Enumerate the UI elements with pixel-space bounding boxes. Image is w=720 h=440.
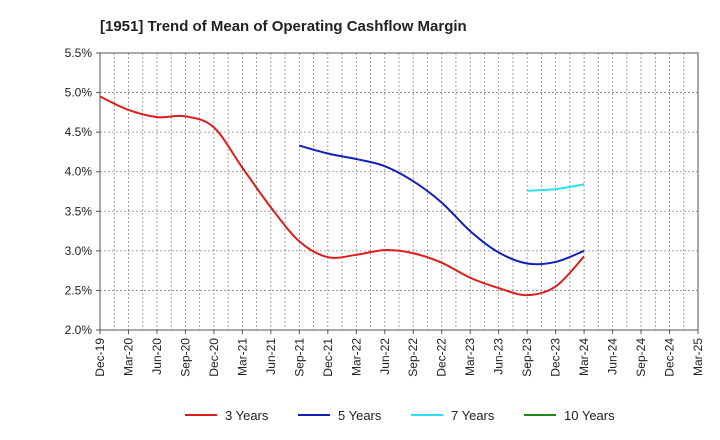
y-tick-label: 4.5% [65,125,93,139]
x-tick-label: Mar-23 [463,338,477,376]
x-tick-label: Dec-20 [207,338,221,377]
y-tick-label: 3.5% [65,204,93,218]
x-tick-label: Jun-20 [150,338,164,375]
series-line-5-years [299,144,585,266]
x-tick-label: Jun-24 [606,338,620,375]
x-tick-label: Sep-23 [520,338,534,377]
x-tick-label: Sep-24 [634,338,648,377]
y-tick-label: 5.0% [65,86,93,100]
legend-label-10-years: 10 Years [564,408,615,423]
x-tick-label: Sep-22 [406,338,420,377]
y-tick-label: 2.0% [65,323,93,337]
x-tick-label: Dec-19 [93,338,107,377]
series-line-7-years [527,183,585,192]
x-tick-label: Dec-24 [663,338,677,377]
x-tick-label: Mar-25 [691,338,705,376]
legend-label-5-years: 5 Years [338,408,382,423]
y-tick-label: 4.0% [65,165,93,179]
plot-area-frame [99,52,699,331]
x-tick-label: Dec-23 [549,338,563,377]
legend-label-7-years: 7 Years [451,408,495,423]
x-tick-label: Mar-20 [121,338,135,376]
y-tick-label: 2.5% [65,283,93,297]
x-tick-label: Jun-23 [492,338,506,375]
y-tick-label: 3.0% [65,244,93,258]
series-layer [99,95,585,297]
x-tick-label: Jun-22 [378,338,392,375]
x-tick-label: Dec-21 [321,338,335,377]
x-tick-label: Mar-21 [235,338,249,376]
legend-label-3-years: 3 Years [225,408,269,423]
x-tick-label: Sep-20 [178,338,192,377]
x-axis: Dec-19 Mar-20 Jun-20 Sep-20 Dec-20 Mar-21 Jun-… [93,330,705,377]
chart-title: [1951] Trend of Mean of Operating Cashfl… [100,18,467,35]
x-tick-label: Mar-22 [349,338,363,376]
x-tick-label: Dec-22 [435,338,449,377]
series-line-3-years [99,95,585,297]
x-tick-label: Mar-24 [577,338,591,376]
y-axis: 2.0% 2.5% 3.0% 3.5% 4.0% 4.5% 5.0% 5.5% [65,46,100,337]
x-tick-label: Sep-21 [292,338,306,377]
x-tick-label: Jun-21 [264,338,278,375]
legend: 3 Years 5 Years 7 Years 10 Years [185,408,615,423]
y-tick-label: 5.5% [65,46,93,60]
grid-lines [99,52,699,331]
